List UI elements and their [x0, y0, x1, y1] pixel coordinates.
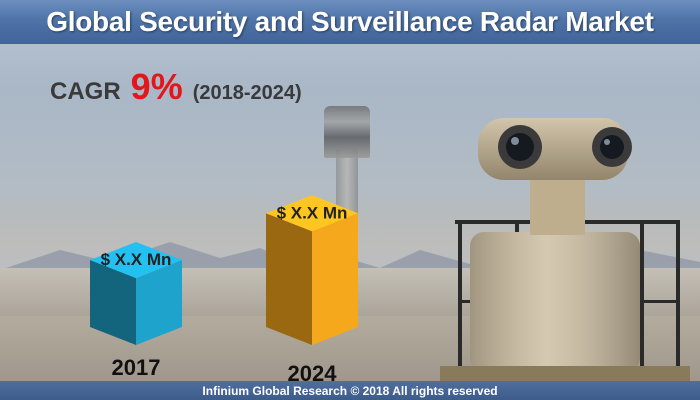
- header-banner: Global Security and Surveillance Radar M…: [0, 0, 700, 44]
- bar-2017-right-face: [136, 260, 182, 345]
- cagr-block: CAGR 9% (2018-2024): [50, 66, 302, 108]
- footer-banner: Infinium Global Research © 2018 All righ…: [0, 381, 700, 400]
- bar-2024-left-face: [266, 213, 312, 345]
- cagr-label: CAGR: [50, 78, 121, 105]
- bar-2017-top-face: [90, 242, 182, 278]
- cagr-value: 9%: [130, 66, 183, 107]
- bar-2024-value-label: $ X.X Mn: [277, 203, 348, 222]
- bar-2024-right-face: [312, 213, 358, 345]
- control-tower-cab: [324, 106, 370, 158]
- bar-2024-top-face: [266, 195, 358, 232]
- category-label-2017: 2017: [112, 355, 161, 380]
- cagr-period: (2018-2024): [192, 82, 302, 104]
- bar-2017-value-label: $ X.X Mn: [101, 250, 172, 269]
- bar-2017-left-face: [90, 260, 136, 345]
- page-title: Global Security and Surveillance Radar M…: [46, 6, 654, 37]
- copyright-text: Infinium Global Research © 2018 All righ…: [202, 383, 498, 398]
